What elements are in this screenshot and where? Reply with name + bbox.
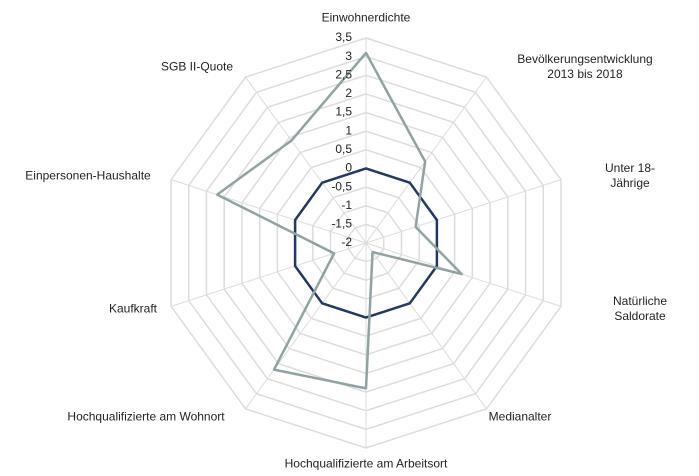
spoke — [245, 242, 367, 410]
category-label: Bevölkerungsentwicklung 2013 bis 2018 — [517, 52, 653, 81]
series-line — [215, 51, 463, 390]
spoke — [170, 242, 367, 307]
category-label: Unter 18-Jährige — [604, 161, 656, 190]
y-tick-label: 2 — [345, 86, 352, 100]
category-label: SGB II-Quote — [160, 59, 234, 74]
y-tick-label: 1,5 — [335, 105, 352, 119]
category-label: Natürliche Saldorate — [612, 294, 668, 323]
spoke — [170, 179, 367, 244]
y-tick-label: -1,5 — [331, 217, 352, 231]
y-tick-label: 3 — [345, 49, 352, 63]
spoke — [365, 179, 562, 244]
series-line — [293, 167, 439, 319]
category-label: Einpersonen-Haushalte — [25, 168, 151, 183]
spoke — [245, 76, 367, 244]
category-label: Einwohnerdichte — [321, 10, 411, 25]
y-tick-label: 0 — [345, 161, 352, 175]
category-label: Medianalter — [488, 409, 552, 424]
category-label: Hochqualifizierte am Arbeitsort — [284, 456, 448, 471]
spoke — [365, 76, 487, 244]
y-tick-label: -2 — [341, 235, 352, 249]
y-tick-label: 0,5 — [335, 142, 352, 156]
y-tick-label: 2,5 — [335, 67, 352, 81]
y-tick-label: 3,5 — [335, 30, 352, 44]
y-tick-label: 1 — [345, 123, 352, 137]
spoke — [365, 242, 562, 307]
category-label: Kaufkraft — [108, 301, 158, 316]
category-label: Hochqualifizierte am Wohnort — [67, 409, 225, 424]
y-tick-label: -0,5 — [331, 179, 352, 193]
spoke — [365, 242, 487, 410]
y-tick-label: -1 — [341, 198, 352, 212]
